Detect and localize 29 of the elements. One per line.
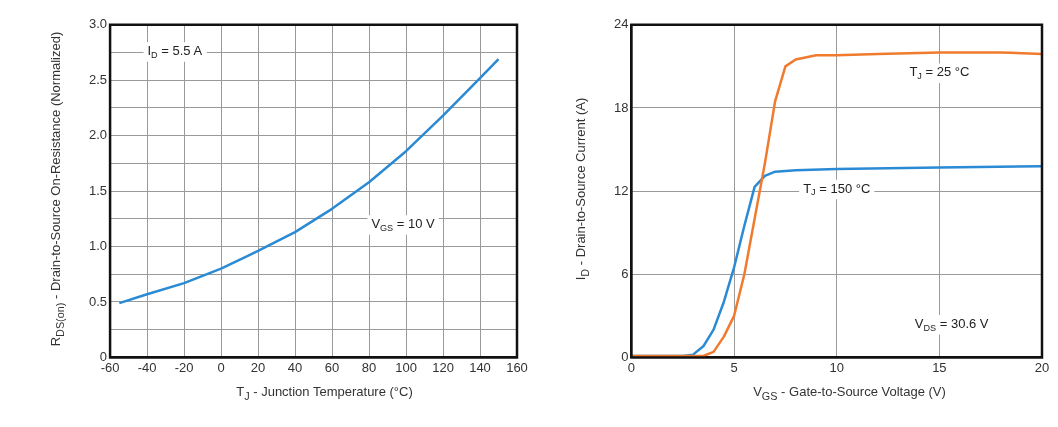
y-tick-label: 0 <box>99 348 108 364</box>
y-tick-label: 24 <box>613 16 629 32</box>
x-tick-label: 20 <box>250 359 266 375</box>
x-tick-label: -20 <box>174 359 194 375</box>
x-tick-label: 10 <box>829 359 844 375</box>
x-axis-title: V$_{GS}$ - Gate-to-Source Voltage (V) <box>752 384 947 402</box>
x-tick-label: 60 <box>324 359 340 375</box>
x-tick-label: 140 <box>469 359 491 375</box>
x-tick-label: 120 <box>432 359 454 375</box>
y-tick-label: 2.5 <box>88 71 108 87</box>
x-tick-label: 20 <box>1034 359 1050 375</box>
x-tick-label: 160 <box>506 359 528 375</box>
y-tick-label: 6 <box>621 265 629 281</box>
text: 3.0 <box>88 16 108 32</box>
text: 1.0 <box>88 238 108 254</box>
x-axis-title: T$_{J}$ - Junction Temperature (°C) <box>235 384 414 402</box>
y-tick-label: 0 <box>621 348 629 364</box>
x-tick-label: 40 <box>287 359 303 375</box>
y-tick-label: 18 <box>613 99 629 115</box>
y-tick-label: 12 <box>613 182 629 198</box>
x-tick-label: 100 <box>395 359 417 375</box>
text: 2.0 <box>88 127 108 143</box>
y-tick-label: 1.5 <box>88 182 108 198</box>
x-tick-label: 15 <box>932 359 947 375</box>
x-tick-label: 5 <box>730 359 738 375</box>
y-tick-label: 0.5 <box>88 293 108 309</box>
x-tick-label: 80 <box>361 359 377 375</box>
x-tick-label: -40 <box>137 359 157 375</box>
x-tick-label: 0 <box>217 359 225 375</box>
